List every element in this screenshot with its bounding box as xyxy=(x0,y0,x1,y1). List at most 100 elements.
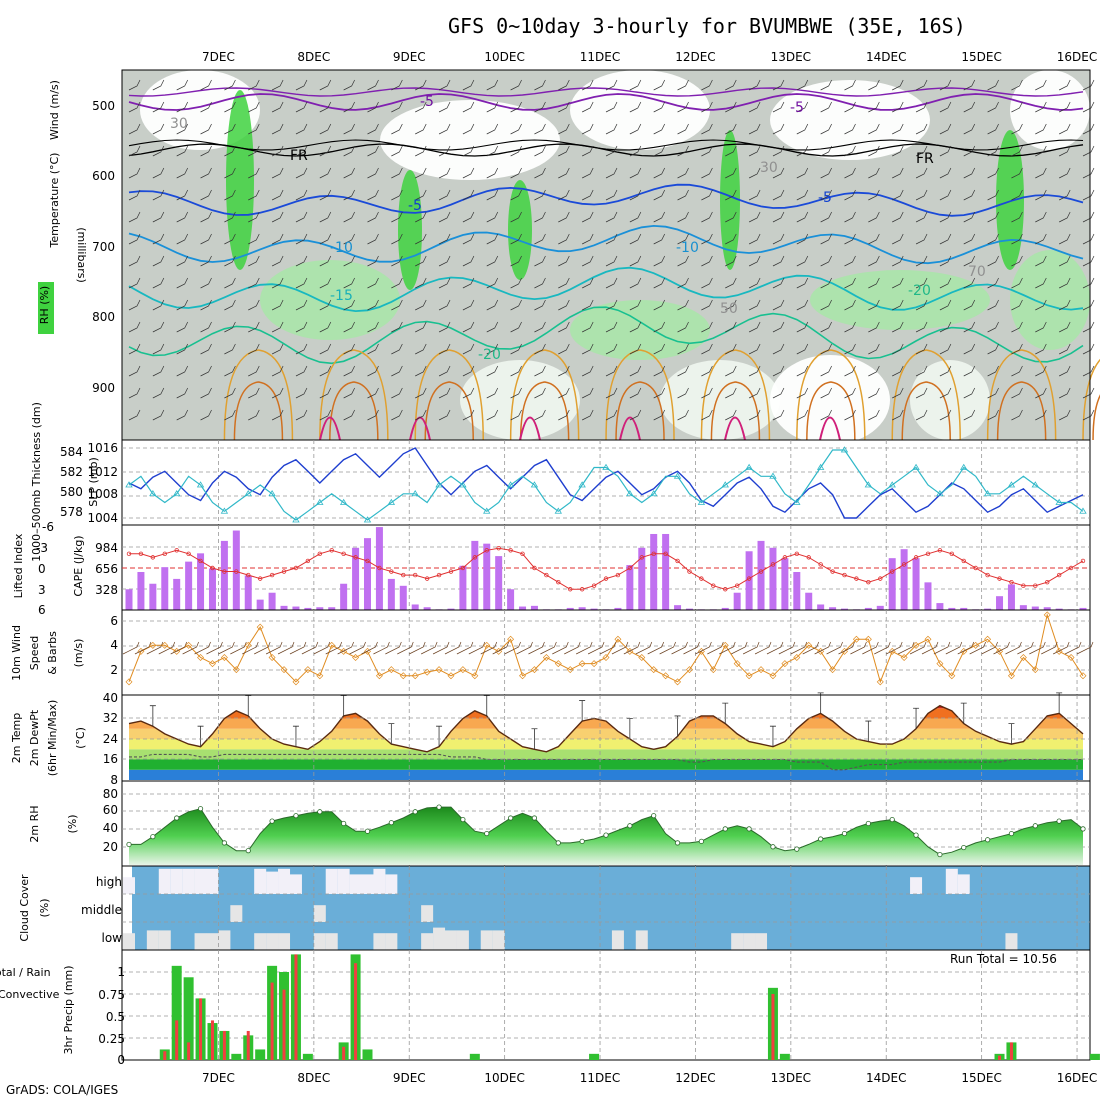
wind-barb xyxy=(1058,255,1071,267)
cape-bar xyxy=(495,556,503,610)
cape-bar xyxy=(829,607,837,610)
wind-barb xyxy=(886,641,903,655)
cloud-axis-label: Cloud Cover xyxy=(18,874,31,942)
wind-barb xyxy=(659,641,676,655)
precip-total-bar xyxy=(231,1053,242,1060)
wind-barb xyxy=(1058,233,1071,245)
wind-barb xyxy=(534,409,546,421)
wind-barb xyxy=(486,167,499,179)
wind-barb xyxy=(391,387,403,399)
wind-barb xyxy=(575,641,593,655)
wind-barb xyxy=(391,321,403,333)
wind-speed-marker xyxy=(316,672,324,680)
wind-barb xyxy=(653,299,666,311)
cloud-gap xyxy=(755,933,768,950)
temp-band xyxy=(129,769,1083,780)
wind-barb xyxy=(128,189,141,201)
li-marker xyxy=(842,572,847,578)
wind-speed-marker xyxy=(375,672,383,680)
wind-barb xyxy=(701,211,713,223)
cape-bar xyxy=(220,540,228,610)
li-tick: -3 xyxy=(36,541,48,555)
temp-axis-label-2: 2m DewPt xyxy=(28,709,41,766)
wind-barb xyxy=(152,123,165,135)
wind-barb xyxy=(868,409,880,421)
wind-barb xyxy=(480,641,498,655)
thickness-marker xyxy=(769,472,777,479)
wind-barb xyxy=(587,641,605,655)
wind-barb xyxy=(868,189,880,201)
day-label-top: 13DEC xyxy=(771,50,811,64)
wind-barb xyxy=(1011,145,1023,157)
wind-speed-marker xyxy=(280,666,288,674)
rh-moist-region xyxy=(996,130,1024,270)
wind-speed-marker xyxy=(721,641,729,649)
iso-label: FR xyxy=(916,151,934,167)
precip-conv-bar xyxy=(1009,1042,1013,1060)
isotherm-warm xyxy=(223,349,294,441)
wind-barb xyxy=(295,211,308,223)
isotherm-warm xyxy=(710,381,761,441)
wind-barb xyxy=(754,641,772,655)
cloud-gap xyxy=(337,868,350,894)
wind-barb xyxy=(415,387,427,399)
rh-dry-region xyxy=(660,360,780,440)
thickness-marker xyxy=(745,463,753,470)
wind-barb xyxy=(295,365,308,377)
wind-barb xyxy=(367,409,379,421)
wind-barb xyxy=(1017,641,1034,655)
thickness-marker xyxy=(626,489,634,497)
temp-band xyxy=(129,739,1083,750)
isotherm-warm xyxy=(986,349,1057,441)
wind-barb xyxy=(558,189,570,201)
wind-barb xyxy=(892,343,904,355)
li-marker xyxy=(699,576,704,581)
day-label-top: 10DEC xyxy=(484,50,524,64)
wind-barb xyxy=(1082,387,1095,399)
cape-bar xyxy=(1055,608,1063,610)
wind-barb xyxy=(802,641,820,655)
wind-barb xyxy=(462,211,475,223)
cape-bar xyxy=(232,530,240,610)
wind-barb xyxy=(438,123,451,135)
rh-moist-region xyxy=(570,300,710,360)
wind-speed-marker xyxy=(471,672,479,680)
wind-barb xyxy=(605,233,618,245)
isotherm-warm xyxy=(233,381,284,441)
wind-barb xyxy=(295,233,308,245)
cloud-gap xyxy=(254,933,267,950)
wind-barb xyxy=(319,255,332,267)
wind-barb xyxy=(1058,343,1071,355)
rh-dry-region xyxy=(570,70,710,150)
wind-speed-marker xyxy=(197,654,205,661)
wind-barb xyxy=(701,145,713,157)
cloud-gap xyxy=(123,877,135,894)
wind-barb xyxy=(558,277,570,289)
cape-bar xyxy=(364,538,371,610)
minmax-bar xyxy=(1008,723,1015,745)
li-marker xyxy=(937,548,943,553)
rh-marker xyxy=(746,826,752,832)
wind-barb xyxy=(915,299,928,311)
wind-barb xyxy=(224,123,236,135)
wind-barb xyxy=(1058,123,1071,135)
precip-total-bar xyxy=(362,1049,373,1060)
rh-2m-axis-label: 2m RH xyxy=(28,805,41,842)
rh-moist-region xyxy=(720,130,740,270)
wind-barb xyxy=(605,167,618,179)
thickness-marker xyxy=(172,489,181,497)
wind-barb xyxy=(194,641,211,655)
wind-barb xyxy=(772,101,785,113)
wind-barb xyxy=(868,79,880,91)
cape-bar xyxy=(936,603,944,610)
wind-speed-marker xyxy=(232,666,240,674)
li-marker xyxy=(985,572,990,578)
wind-barb xyxy=(415,101,427,113)
wind-barb xyxy=(581,299,594,311)
wind-barb xyxy=(158,641,176,655)
wind-barb xyxy=(772,409,785,421)
wind-barb xyxy=(176,299,189,311)
wind-speed-marker xyxy=(972,641,980,649)
wind-barb xyxy=(248,277,260,289)
wind-barb xyxy=(772,277,785,289)
